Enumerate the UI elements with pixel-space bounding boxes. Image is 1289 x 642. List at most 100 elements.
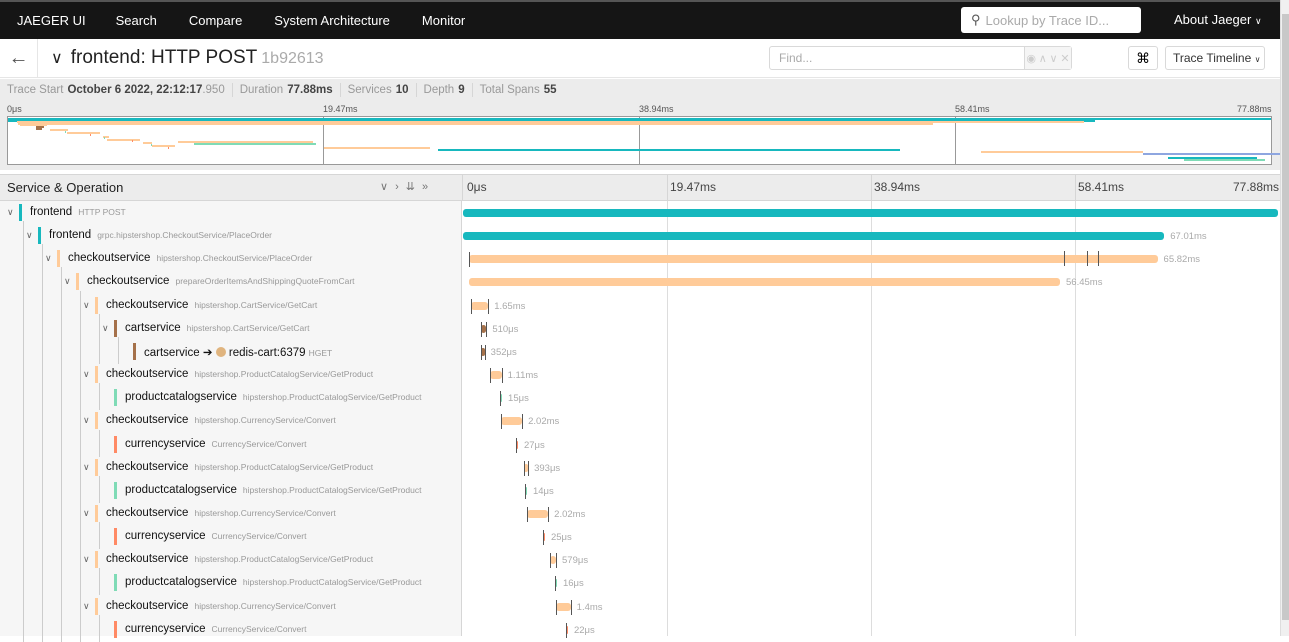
chevron-down-icon[interactable]: ∨ — [83, 461, 90, 472]
span-bar[interactable] — [527, 509, 549, 518]
chevron-down-icon[interactable]: ∨ — [83, 507, 90, 518]
span-row[interactable]: ∨ checkoutservice hipstershop.CurrencyServ… — [0, 591, 1280, 619]
view-select[interactable]: Trace Timeline ∨ — [1165, 46, 1265, 70]
span-row[interactable]: ∨ frontend HTTP POST — [0, 202, 1280, 225]
trace-minimap[interactable]: 0μs 19.47ms 38.94ms 58.41ms 77.88ms — [0, 101, 1289, 170]
collapse-all-icon[interactable]: ⇊ — [405, 181, 422, 193]
trace-title[interactable]: ∨ frontend: HTTP POST 1b92613 — [51, 47, 324, 69]
nav-system-architecture[interactable]: System Architecture — [274, 13, 390, 28]
collapse-one-icon[interactable]: ∨ — [380, 181, 396, 193]
span-name[interactable]: currencyservice CurrencyService/Convert — [125, 623, 306, 635]
tree-guide — [99, 336, 100, 364]
span-bar[interactable] — [489, 371, 502, 380]
chevron-down-icon[interactable]: ∨ — [83, 369, 90, 380]
column-resizer[interactable] — [462, 175, 463, 201]
span-bar[interactable] — [542, 533, 545, 542]
span-row[interactable]: ∨ checkoutservice hipstershop.CartService/… — [0, 290, 1280, 318]
nav-search[interactable]: Search — [115, 13, 157, 28]
span-name[interactable]: checkoutservice hipstershop.ProductCatalo… — [106, 368, 373, 380]
brand-link[interactable]: JAEGER UI — [17, 13, 86, 28]
minimap-span — [152, 145, 175, 148]
span-name[interactable]: productcatalogservice hipstershop.Product… — [125, 576, 421, 588]
span-bar[interactable] — [500, 394, 503, 403]
chevron-down-icon[interactable]: ∨ — [1049, 52, 1058, 65]
span-name[interactable]: checkoutservice hipstershop.CurrencyServi… — [106, 414, 336, 426]
span-bar[interactable] — [556, 602, 571, 611]
span-name[interactable]: checkoutservice hipstershop.CurrencyServi… — [106, 600, 336, 612]
chevron-down-icon[interactable]: ∨ — [64, 276, 71, 287]
span-row[interactable]: ∨ checkoutservice hipstershop.CurrencyServ… — [0, 406, 1280, 434]
chevron-down-icon[interactable]: ∨ — [83, 600, 90, 611]
span-row[interactable]: currencyservice CurrencyService/Convert 25… — [0, 522, 1280, 550]
span-row[interactable]: productcatalogservice hipstershop.Product… — [0, 568, 1280, 596]
span-name[interactable]: checkoutservice hipstershop.CartService/G… — [106, 299, 317, 311]
span-name[interactable]: checkoutservice hipstershop.CurrencyServi… — [106, 507, 336, 519]
span-name[interactable]: productcatalogservice hipstershop.Product… — [125, 484, 421, 496]
span-row[interactable]: ∨ checkoutservice hipstershop.ProductCatal… — [0, 360, 1280, 388]
span-bar[interactable] — [524, 463, 529, 472]
scrollbar[interactable] — [1280, 0, 1289, 636]
span-name[interactable]: currencyservice CurrencyService/Convert — [125, 438, 306, 450]
trace-id-lookup-input[interactable]: ⚲ Lookup by Trace ID... — [961, 7, 1141, 33]
span-name[interactable]: checkoutservice hipstershop.CheckoutServi… — [68, 252, 312, 264]
span-row[interactable]: currencyservice CurrencyService/Convert 27… — [0, 429, 1280, 457]
span-bar[interactable] — [515, 440, 518, 449]
span-bar[interactable] — [468, 255, 1158, 264]
chevron-down-icon[interactable]: ∨ — [83, 415, 90, 426]
span-name[interactable]: currencyservice CurrencyService/Convert — [125, 530, 306, 542]
nav-monitor[interactable]: Monitor — [421, 13, 466, 28]
span-name[interactable]: checkoutservice hipstershop.ProductCatalo… — [106, 553, 373, 565]
log-marker[interactable] — [1063, 251, 1065, 267]
back-button[interactable]: ← — [0, 39, 38, 78]
expand-all-icon[interactable]: » — [421, 181, 436, 193]
span-bar[interactable] — [470, 301, 489, 310]
span-bar[interactable] — [549, 556, 556, 565]
span-bar[interactable] — [480, 347, 485, 356]
locate-icon[interactable]: ◉ — [1026, 52, 1036, 65]
span-row[interactable]: ∨ checkoutservice prepareOrderItemsAndShip… — [0, 267, 1280, 295]
span-bar[interactable] — [463, 209, 1278, 217]
span-row[interactable]: ∨ checkoutservice hipstershop.ProductCatal… — [0, 545, 1280, 573]
span-row[interactable]: ∨ checkoutservice hipstershop.ProductCatal… — [0, 452, 1280, 480]
span-bar[interactable] — [500, 417, 523, 426]
span-bar[interactable] — [524, 486, 527, 495]
span-bar[interactable] — [480, 324, 487, 333]
span-row[interactable]: productcatalogservice hipstershop.Product… — [0, 383, 1280, 411]
span-name[interactable]: checkoutservice hipstershop.ProductCatalo… — [106, 461, 373, 473]
span-name[interactable]: frontend HTTP POST — [30, 206, 126, 218]
span-row[interactable]: cartservice ➔ redis-cart:6379 HGET 352μs — [0, 336, 1280, 364]
span-row[interactable]: currencyservice CurrencyService/Convert 22… — [0, 614, 1280, 642]
keyboard-shortcuts-button[interactable]: ⌘ — [1128, 46, 1158, 70]
span-bar[interactable] — [469, 278, 1060, 287]
span-bar[interactable] — [463, 232, 1165, 241]
chevron-down-icon[interactable]: ∨ — [102, 322, 109, 333]
span-row[interactable]: ∨ checkoutservice hipstershop.CurrencyServ… — [0, 498, 1280, 526]
span-row[interactable]: productcatalogservice hipstershop.Product… — [0, 475, 1280, 503]
trace-id: 1b92613 — [261, 50, 324, 67]
span-bar[interactable] — [554, 579, 557, 588]
span-name[interactable]: checkoutservice prepareOrderItemsAndShipp… — [87, 275, 355, 287]
find-input[interactable]: Find... — [770, 47, 1025, 69]
scrollbar-thumb[interactable] — [1282, 14, 1289, 620]
about-jaeger-menu[interactable]: About Jaeger ∨ — [1174, 12, 1262, 27]
close-icon[interactable]: ✕ — [1060, 52, 1070, 65]
chevron-down-icon[interactable]: ∨ — [26, 230, 33, 241]
span-row[interactable]: ∨ cartservice hipstershop.CartService/GetC… — [0, 313, 1280, 341]
span-name[interactable]: cartservice hipstershop.CartService/GetCa… — [125, 322, 309, 334]
span-row[interactable]: ∨ frontend grpc.hipstershop.CheckoutServic… — [0, 221, 1280, 249]
nav-compare[interactable]: Compare — [188, 13, 243, 28]
log-marker[interactable] — [1086, 251, 1088, 267]
log-marker[interactable] — [1098, 251, 1100, 267]
span-row[interactable]: ∨ checkoutservice hipstershop.CheckoutServ… — [0, 244, 1280, 272]
expand-one-icon[interactable]: › — [395, 181, 406, 193]
span-bar[interactable] — [565, 625, 568, 634]
span-name[interactable]: frontend grpc.hipstershop.CheckoutService… — [49, 229, 272, 241]
chevron-up-icon[interactable]: ∧ — [1038, 52, 1047, 65]
chevron-down-icon[interactable]: ∨ — [45, 253, 52, 264]
chevron-down-icon[interactable]: ∨ — [7, 207, 14, 217]
chevron-down-icon[interactable]: ∨ — [83, 554, 90, 565]
minimap-canvas[interactable] — [7, 116, 1289, 165]
span-name[interactable]: productcatalogservice hipstershop.Product… — [125, 391, 421, 403]
span-name[interactable]: cartservice ➔ redis-cart:6379 HGET — [144, 345, 332, 359]
chevron-down-icon[interactable]: ∨ — [83, 299, 90, 310]
